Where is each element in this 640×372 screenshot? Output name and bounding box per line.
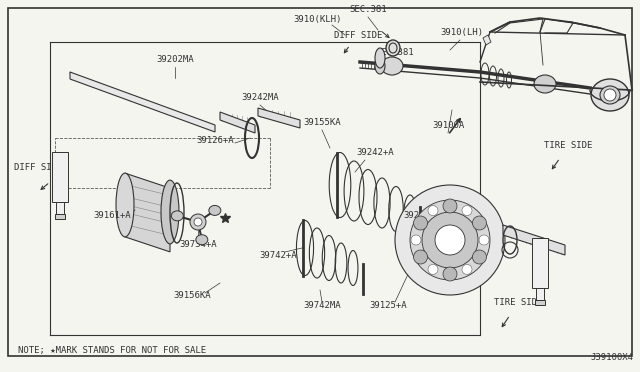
Circle shape	[604, 89, 616, 101]
Ellipse shape	[534, 75, 556, 93]
Circle shape	[472, 250, 486, 264]
Circle shape	[462, 264, 472, 275]
Circle shape	[413, 216, 428, 230]
Bar	[52, 152, 68, 202]
Ellipse shape	[381, 57, 403, 75]
Polygon shape	[503, 225, 565, 255]
Text: 39100A: 39100A	[432, 121, 464, 130]
Circle shape	[395, 185, 505, 295]
Ellipse shape	[386, 40, 400, 56]
Ellipse shape	[375, 48, 385, 68]
Text: 39126+A: 39126+A	[196, 136, 234, 145]
Circle shape	[428, 264, 438, 275]
Text: 39156KA: 39156KA	[173, 291, 211, 300]
Text: 39242+A: 39242+A	[356, 148, 394, 157]
Bar	[532, 238, 548, 288]
Text: 39202MA: 39202MA	[156, 55, 194, 64]
Text: 39742+A: 39742+A	[259, 251, 297, 260]
Circle shape	[413, 250, 428, 264]
Circle shape	[194, 218, 202, 226]
Circle shape	[462, 206, 472, 215]
Text: 39742MA: 39742MA	[303, 301, 341, 310]
Ellipse shape	[196, 235, 208, 245]
Circle shape	[443, 199, 457, 213]
Text: NOTE; ★MARK STANDS FOR NOT FOR SALE: NOTE; ★MARK STANDS FOR NOT FOR SALE	[18, 346, 206, 355]
Circle shape	[190, 214, 206, 230]
Ellipse shape	[209, 205, 221, 215]
Text: DIFF SIDE: DIFF SIDE	[334, 31, 382, 40]
Text: 39242MA: 39242MA	[241, 93, 279, 102]
Ellipse shape	[600, 86, 620, 104]
Polygon shape	[483, 35, 491, 45]
Ellipse shape	[172, 211, 183, 221]
Circle shape	[479, 235, 489, 245]
Text: 3910(KLH): 3910(KLH)	[294, 15, 342, 24]
Polygon shape	[125, 173, 170, 252]
Circle shape	[472, 216, 486, 230]
Text: SEC.381: SEC.381	[376, 48, 414, 57]
Bar	[56, 202, 64, 214]
Polygon shape	[70, 72, 215, 132]
Bar	[535, 300, 545, 305]
Ellipse shape	[161, 180, 179, 244]
Text: TIRE SIDE: TIRE SIDE	[544, 141, 592, 150]
Text: 39234+A: 39234+A	[403, 211, 441, 220]
Circle shape	[435, 225, 465, 255]
Bar	[55, 214, 65, 219]
Circle shape	[422, 212, 478, 268]
Ellipse shape	[375, 58, 385, 74]
Polygon shape	[220, 112, 255, 133]
Text: 39125+A: 39125+A	[369, 301, 407, 310]
Circle shape	[443, 267, 457, 281]
Ellipse shape	[116, 173, 134, 237]
Circle shape	[410, 200, 490, 280]
Ellipse shape	[591, 79, 629, 111]
Circle shape	[411, 235, 421, 245]
Text: DIFF SIDE: DIFF SIDE	[14, 163, 62, 172]
Text: SEC.381: SEC.381	[349, 5, 387, 14]
Text: 39734+A: 39734+A	[179, 240, 217, 249]
Text: J39100X4: J39100X4	[590, 353, 633, 362]
Text: TIRE SIDE: TIRE SIDE	[494, 298, 542, 307]
Circle shape	[428, 206, 438, 215]
Text: 39155KA: 39155KA	[303, 118, 341, 127]
Text: 39161+A: 39161+A	[93, 211, 131, 220]
Text: 3910(LH): 3910(LH)	[440, 28, 483, 37]
Bar	[536, 288, 544, 300]
Polygon shape	[258, 108, 300, 128]
